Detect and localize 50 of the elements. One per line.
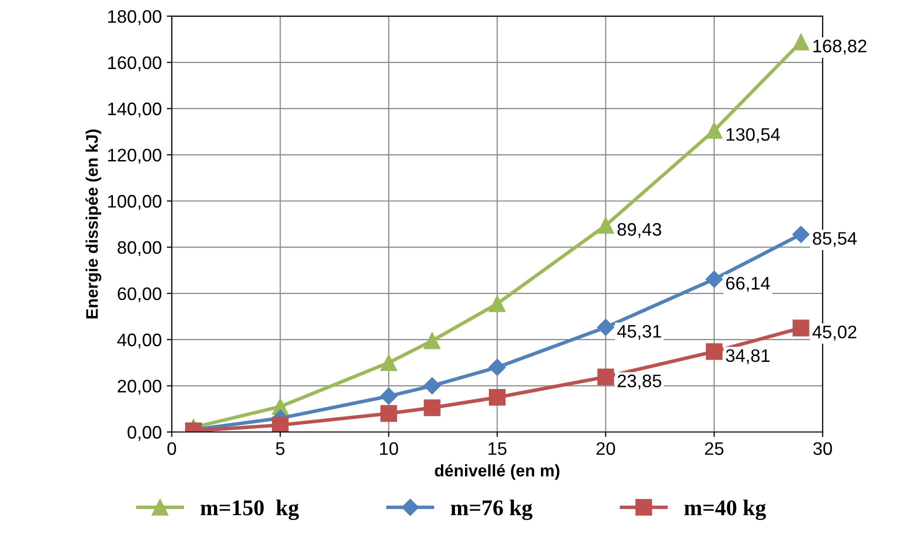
- point: [380, 388, 398, 405]
- data-label: 66,14: [726, 276, 770, 292]
- point: [272, 416, 289, 432]
- point: [424, 399, 440, 416]
- x-axis-title: dénivellé (en m): [434, 464, 560, 480]
- data-label: 23,85: [618, 374, 662, 390]
- data-label: 168,82: [813, 40, 866, 55]
- y-tick-label: 160,00: [108, 56, 162, 72]
- data-label: 34,81: [726, 349, 770, 364]
- point: [706, 270, 723, 288]
- data-label: 45,02: [812, 326, 856, 341]
- point: [706, 343, 722, 360]
- point: [792, 226, 810, 243]
- x-tick-label: 5: [276, 442, 285, 455]
- legend-label: m=76 kg: [450, 500, 532, 520]
- y-tick-label: 80,00: [118, 241, 162, 256]
- y-tick-label: 180,00: [108, 10, 162, 26]
- y-tick-label: 0,00: [128, 426, 162, 441]
- point: [597, 368, 614, 386]
- x-tick-label: 15: [488, 442, 506, 455]
- y-tick-label: 100,00: [108, 194, 162, 210]
- y-tick-label: 120,00: [108, 148, 162, 164]
- point: [792, 320, 810, 336]
- point: [380, 354, 398, 372]
- data-label: 85,54: [812, 232, 857, 247]
- point: [488, 389, 506, 406]
- legend-label: m=150 kg: [200, 500, 299, 520]
- x-tick-label: 0: [167, 442, 176, 455]
- point: [380, 405, 398, 422]
- point: [424, 332, 440, 350]
- y-tick-label: 140,00: [108, 102, 162, 118]
- point: [488, 295, 506, 312]
- x-tick-label: 20: [596, 442, 616, 455]
- y-tick-label: 20,00: [118, 380, 162, 395]
- x-tick-label: 10: [380, 442, 398, 455]
- point: [488, 358, 506, 376]
- y-tick-label: 60,00: [118, 287, 162, 302]
- point: [597, 318, 614, 336]
- point: [597, 217, 614, 234]
- point: [424, 377, 441, 394]
- legend-label: m=40 kg: [684, 500, 766, 520]
- point: [706, 122, 722, 139]
- point: [792, 34, 810, 50]
- data-label: 45,31: [617, 324, 662, 340]
- data-label: 130,54: [726, 128, 780, 143]
- x-tick-label: 25: [705, 442, 724, 455]
- x-tick-label: 30: [813, 442, 832, 455]
- data-label: 89,43: [618, 223, 662, 238]
- y-axis-title: Energie dissipée (en kJ): [86, 130, 102, 318]
- y-tick-label: 40,00: [117, 334, 162, 348]
